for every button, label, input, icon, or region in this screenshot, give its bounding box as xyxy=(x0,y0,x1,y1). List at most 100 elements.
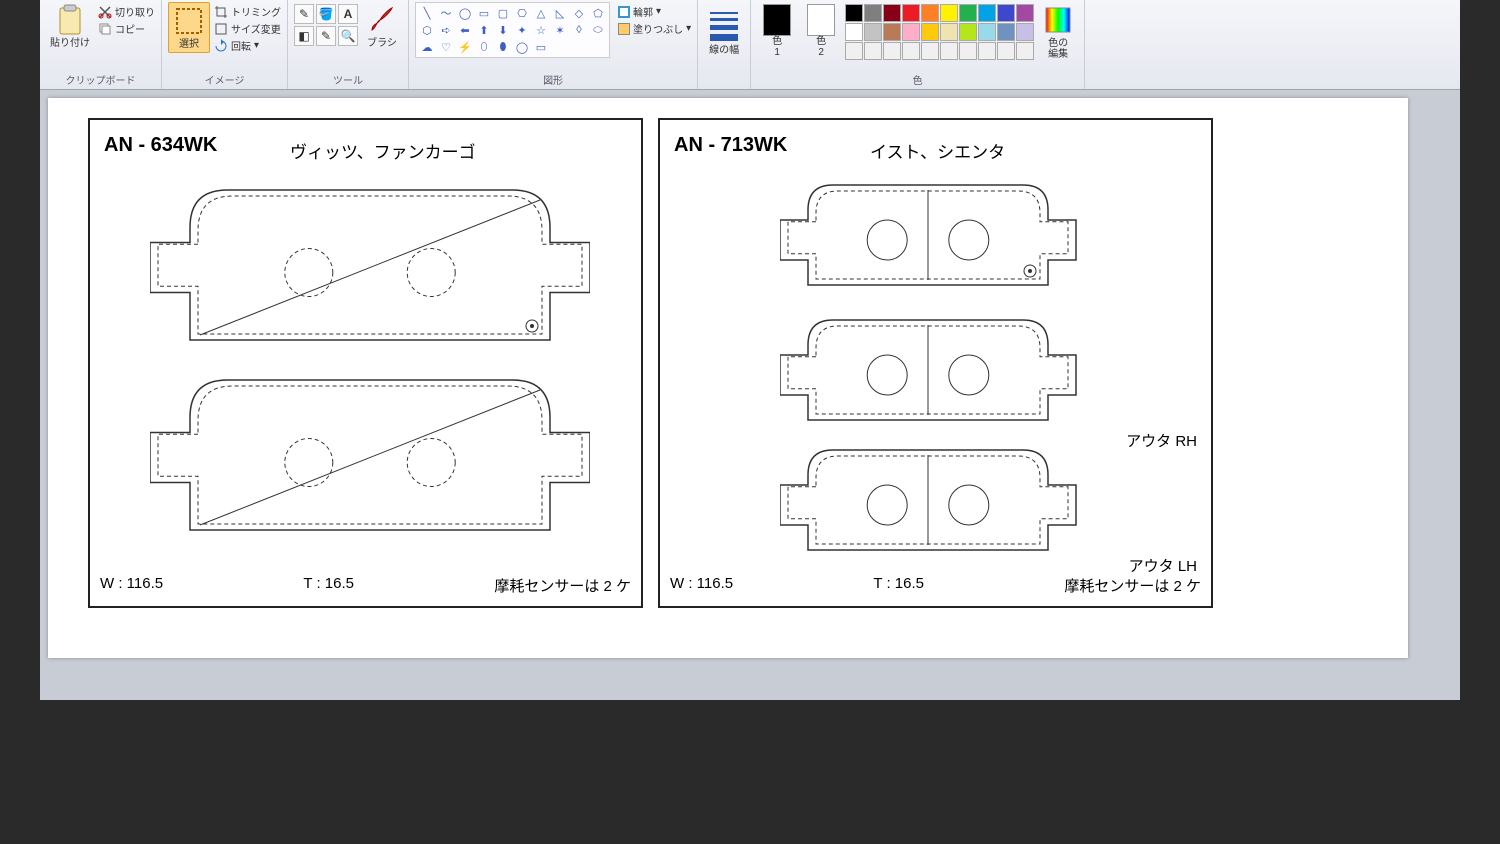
shape-larrow-icon[interactable]: ⬅ xyxy=(456,22,474,38)
shape-lightning-icon[interactable]: ⚡ xyxy=(456,39,474,55)
shape-callout2-icon[interactable]: ⬭ xyxy=(589,22,607,38)
picker-tool-icon[interactable]: ✎ xyxy=(316,26,336,46)
canvas[interactable]: AN - 634WK ヴィッツ、ファンカーゴ W : 116.5 T : 16.… xyxy=(48,98,1408,658)
shape-x4-icon[interactable]: ▭ xyxy=(532,39,550,55)
edit-colors-button[interactable]: 色の 編集 xyxy=(1038,2,1078,62)
tools-group-label: ツール xyxy=(294,70,402,89)
shape-oval-icon[interactable]: ◯ xyxy=(456,5,474,21)
shape-hexagon-icon[interactable]: ⬡ xyxy=(418,22,436,38)
shape-x1-icon[interactable]: ⬯ xyxy=(475,39,493,55)
spec-panel-right: AN - 713WK イスト、シエンタ アウタ RH アウタ LH W : 11… xyxy=(658,118,1213,608)
zoom-tool-icon[interactable]: 🔍 xyxy=(338,26,358,46)
color1-button[interactable]: 色 1 xyxy=(757,2,797,60)
palette-swatch[interactable] xyxy=(921,23,939,41)
palette-swatch[interactable] xyxy=(845,42,863,60)
shape-diamond-icon[interactable]: ◇ xyxy=(570,5,588,21)
shape-curve-icon[interactable]: 〜 xyxy=(437,5,455,21)
palette-swatch[interactable] xyxy=(902,42,920,60)
sensor-note-left: 摩耗センサーは 2 ケ xyxy=(494,575,631,596)
palette-swatch[interactable] xyxy=(845,4,863,22)
ribbon-group-colors: 色 1 色 2 色の 編集 色 xyxy=(751,0,1085,89)
palette-swatch[interactable] xyxy=(959,23,977,41)
palette-swatch[interactable] xyxy=(921,4,939,22)
palette-swatch[interactable] xyxy=(1016,42,1034,60)
palette-swatch[interactable] xyxy=(883,4,901,22)
fill-button[interactable]: 塗りつぶし ▾ xyxy=(618,21,691,36)
palette-swatch[interactable] xyxy=(978,23,996,41)
width-value-left: W : 116.5 xyxy=(100,575,163,596)
palette-swatch[interactable] xyxy=(864,23,882,41)
palette-swatch[interactable] xyxy=(845,23,863,41)
shape-rarrow-icon[interactable]: ➪ xyxy=(437,22,455,38)
shape-polygon-icon[interactable]: ⎔ xyxy=(513,5,531,21)
resize-button[interactable]: サイズ変更 xyxy=(214,21,281,36)
palette-swatch[interactable] xyxy=(978,42,996,60)
rotate-button[interactable]: 回転 ▾ xyxy=(214,38,281,53)
tool-grid: ✎ 🪣 A ◧ ✎ 🔍 xyxy=(294,2,358,46)
shape-uarrow-icon[interactable]: ⬆ xyxy=(475,22,493,38)
palette-swatch[interactable] xyxy=(902,23,920,41)
outline-button[interactable]: 輪郭 ▾ xyxy=(618,4,691,19)
shape-heart-icon[interactable]: ♡ xyxy=(437,39,455,55)
shape-x2-icon[interactable]: ⬮ xyxy=(494,39,512,55)
spec-panel-left: AN - 634WK ヴィッツ、ファンカーゴ W : 116.5 T : 16.… xyxy=(88,118,643,608)
paste-label: 貼り付け xyxy=(50,38,90,49)
palette-swatch[interactable] xyxy=(921,42,939,60)
shape-callout1-icon[interactable]: ◊ xyxy=(570,22,588,38)
panel-footer-left: W : 116.5 T : 16.5 摩耗センサーは 2 ケ xyxy=(100,575,631,596)
palette-swatch[interactable] xyxy=(940,42,958,60)
brush-button[interactable]: ブラシ xyxy=(362,2,402,51)
shape-roundrect-icon[interactable]: ▢ xyxy=(494,5,512,21)
palette-swatch[interactable] xyxy=(997,4,1015,22)
palette-swatch[interactable] xyxy=(997,42,1015,60)
palette-swatch[interactable] xyxy=(864,4,882,22)
palette-swatch[interactable] xyxy=(940,4,958,22)
select-button[interactable]: 選択 xyxy=(168,2,210,53)
palette-swatch[interactable] xyxy=(1016,4,1034,22)
palette-swatch[interactable] xyxy=(997,23,1015,41)
palette-swatch[interactable] xyxy=(959,42,977,60)
palette-swatch[interactable] xyxy=(902,4,920,22)
shape-x3-icon[interactable]: ◯ xyxy=(513,39,531,55)
sensor-note-right: 摩耗センサーは 2 ケ xyxy=(1064,575,1201,596)
shape-rtri-icon[interactable]: ◺ xyxy=(551,5,569,21)
palette-swatch[interactable] xyxy=(1016,23,1034,41)
text-tool-icon[interactable]: A xyxy=(338,4,358,24)
shape-triangle-icon[interactable]: △ xyxy=(532,5,550,21)
shape-6star-icon[interactable]: ✶ xyxy=(551,22,569,38)
shape-line-icon[interactable]: ╲ xyxy=(418,5,436,21)
stroke-lines-icon xyxy=(710,4,738,45)
eraser-tool-icon[interactable]: ◧ xyxy=(294,26,314,46)
part-code-left: AN - 634WK xyxy=(104,134,217,157)
crop-button[interactable]: トリミング xyxy=(214,4,281,19)
palette-swatch[interactable] xyxy=(883,42,901,60)
part-subtitle-left: ヴィッツ、ファンカーゴ xyxy=(290,138,476,163)
fill-tool-icon[interactable]: 🪣 xyxy=(316,4,336,24)
color-palette xyxy=(845,2,1034,60)
shape-callout3-icon[interactable]: ☁ xyxy=(418,39,436,55)
canvas-area[interactable]: AN - 634WK ヴィッツ、ファンカーゴ W : 116.5 T : 16.… xyxy=(40,90,1460,700)
color2-button[interactable]: 色 2 xyxy=(801,2,841,60)
edit-colors-label: 色の 編集 xyxy=(1048,38,1068,60)
ribbon-group-tools: ✎ 🪣 A ◧ ✎ 🔍 ブラシ ツール xyxy=(288,0,409,89)
shape-darrow-icon[interactable]: ⬇ xyxy=(494,22,512,38)
palette-swatch[interactable] xyxy=(883,23,901,41)
stroke-width-button[interactable]: 線の幅 xyxy=(704,2,744,58)
copy-button[interactable]: コピー xyxy=(98,21,155,36)
palette-swatch[interactable] xyxy=(959,4,977,22)
shape-pentagon-icon[interactable]: ⬠ xyxy=(589,5,607,21)
ribbon: 貼り付け 切り取り コピー クリップボード 選択 トリミング サイズ変更 回転 xyxy=(40,0,1460,90)
clipboard-group-label: クリップボード xyxy=(46,70,155,89)
shape-5star-icon[interactable]: ☆ xyxy=(532,22,550,38)
shape-4star-icon[interactable]: ✦ xyxy=(513,22,531,38)
palette-swatch[interactable] xyxy=(978,4,996,22)
palette-swatch[interactable] xyxy=(940,23,958,41)
color1-swatch xyxy=(763,4,791,36)
palette-swatch[interactable] xyxy=(864,42,882,60)
pencil-tool-icon[interactable]: ✎ xyxy=(294,4,314,24)
part-subtitle-right: イスト、シエンタ xyxy=(870,138,1005,163)
paste-button[interactable]: 貼り付け xyxy=(46,2,94,51)
cut-button[interactable]: 切り取り xyxy=(98,4,155,19)
shape-rect-icon[interactable]: ▭ xyxy=(475,5,493,21)
shape-gallery[interactable]: ╲〜◯▭▢⎔△◺◇⬠ ⬡➪⬅⬆⬇✦☆✶◊⬭ ☁♡⚡⬯⬮◯▭ xyxy=(415,2,610,58)
